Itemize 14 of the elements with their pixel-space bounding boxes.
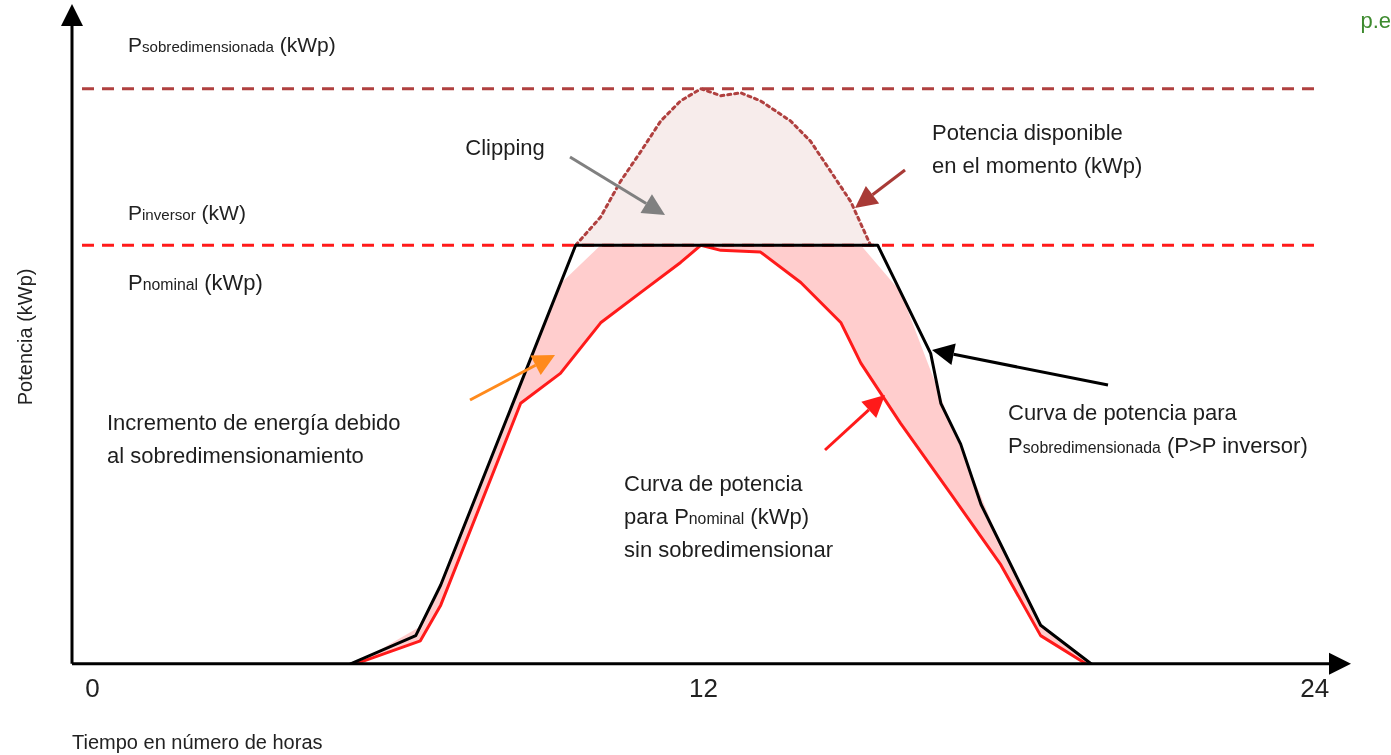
x-tick-label: 12 bbox=[689, 672, 718, 703]
annotation: Curva de potencia para Psobredimensionada (P>P inversor) bbox=[1008, 400, 1308, 458]
text: p.e bbox=[1360, 8, 1391, 33]
x-axis-title: Tiempo en número de horas bbox=[72, 730, 323, 753]
y-axis-title: Potencia (kWp) bbox=[14, 268, 36, 406]
ref-line-label: Pinversor (kW) bbox=[128, 201, 246, 225]
annotation: Incremento de energía debido al sobredimensionamiento bbox=[107, 410, 401, 468]
annotation: Curva de potencia para Pnominal (kWp) sin sobredimensionar bbox=[624, 471, 834, 562]
ref-line-label: Psobredimensionada (kWp) bbox=[128, 32, 336, 56]
x-tick-label: 24 bbox=[1300, 672, 1330, 703]
x-tick-label: 0 bbox=[85, 672, 100, 703]
annotation: Clipping bbox=[465, 135, 545, 160]
annotation: Pnominal (kWp) bbox=[128, 270, 263, 295]
annotation: Potencia disponible en el momento (kWp) bbox=[932, 120, 1143, 178]
